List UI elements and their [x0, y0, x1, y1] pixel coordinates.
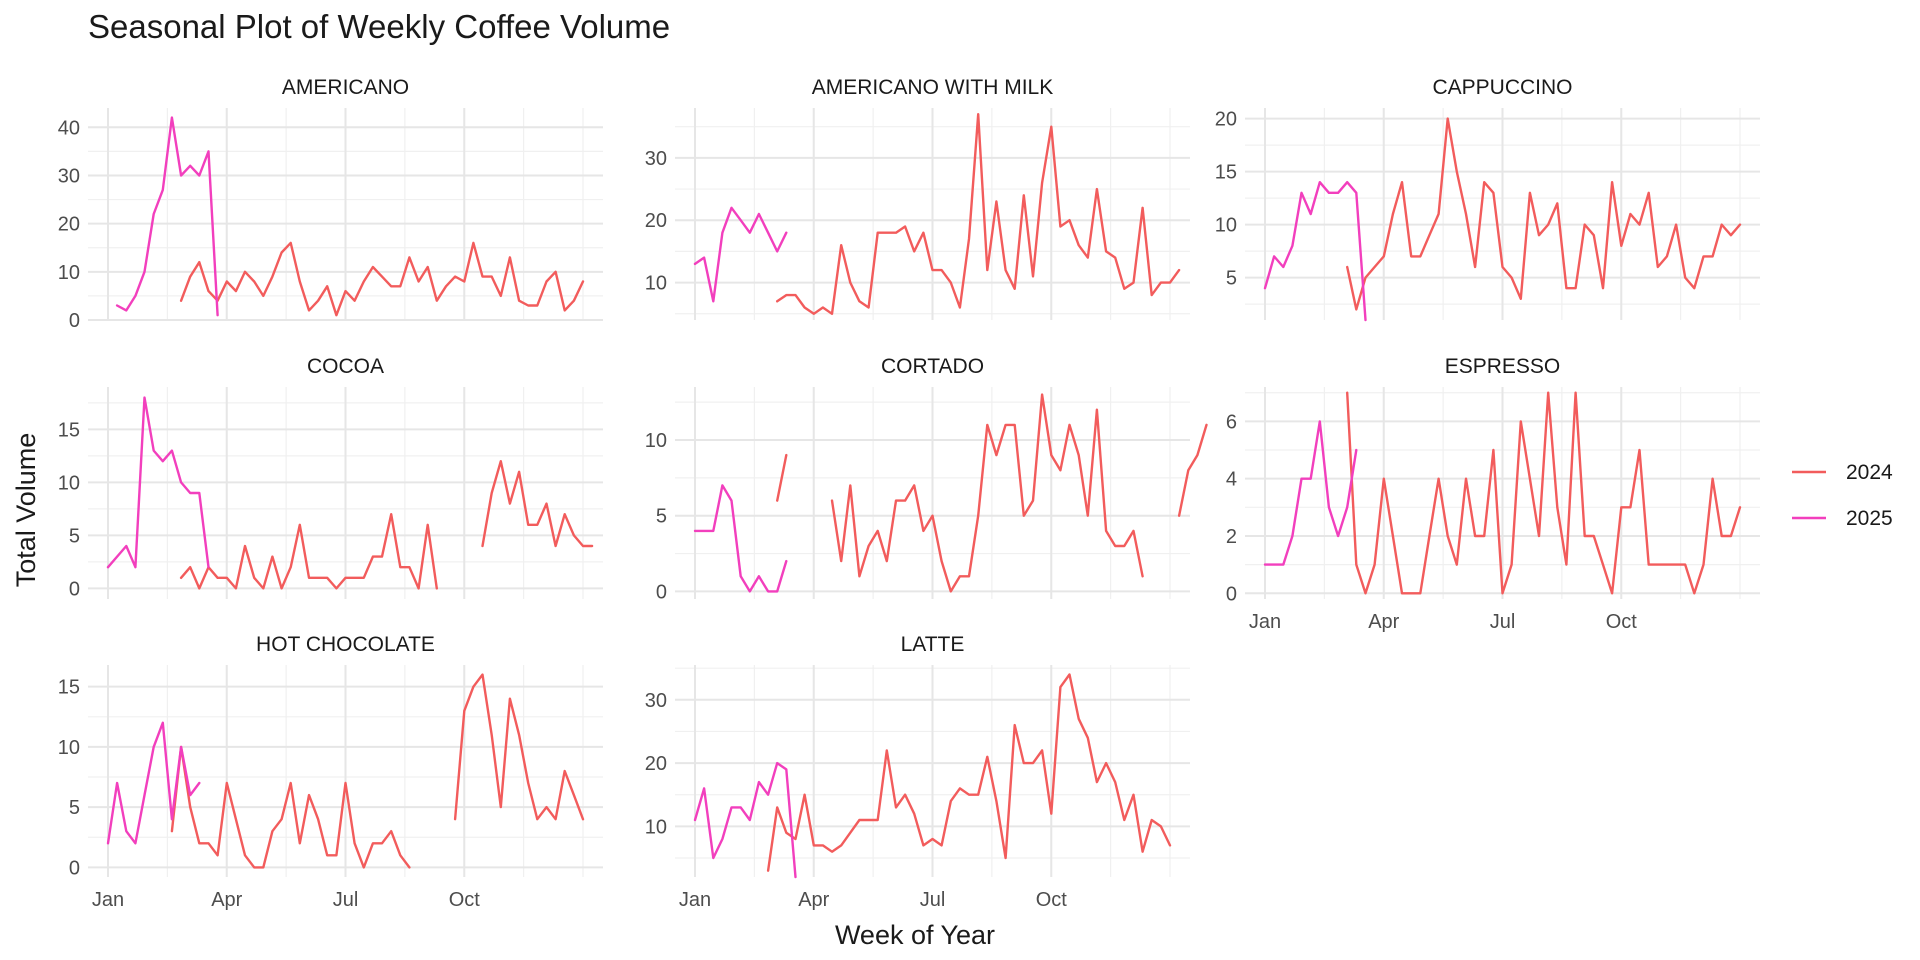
- legend-item-2024: 2024: [1792, 461, 1893, 484]
- x-tick-label: Jan: [679, 889, 711, 911]
- legend-label: 2025: [1846, 507, 1893, 530]
- panel-espresso: ESPRESSO 0 2 4 6 Jan Apr Jul Oct: [1226, 355, 1760, 633]
- y-tick-label: 30: [645, 690, 667, 712]
- series-line-2024: [179, 460, 594, 590]
- y-tick-label: 10: [645, 816, 667, 838]
- y-axis-title: Total Volume: [11, 433, 41, 588]
- facet-label: CORTADO: [881, 355, 984, 378]
- y-tick-label: 5: [69, 797, 80, 819]
- series-line-2025: [106, 396, 210, 569]
- y-tick-label: 10: [1215, 215, 1237, 237]
- y-tick-label: 5: [1226, 268, 1237, 290]
- y-tick-label: 20: [645, 753, 667, 775]
- y-tick-label: 0: [69, 578, 80, 600]
- y-tick-label: 15: [58, 419, 80, 441]
- chart-title: Seasonal Plot of Weekly Coffee Volume: [88, 8, 670, 45]
- y-tick-label: 6: [1226, 411, 1237, 433]
- panel-americano-with-milk: AMERICANO WITH MILK 10 20 30: [645, 76, 1190, 320]
- facet-label: CAPPUCCINO: [1432, 76, 1572, 99]
- series-line-2025: [693, 484, 788, 593]
- y-tick-label: 15: [1215, 162, 1237, 184]
- x-tick-label: Apr: [1368, 611, 1399, 633]
- y-tick-label: 5: [69, 525, 80, 547]
- series-line-2025: [693, 206, 788, 303]
- y-tick-label: 10: [58, 737, 80, 759]
- series-line-2024: [179, 241, 585, 317]
- y-tick-label: 10: [58, 472, 80, 494]
- y-tick-label: 10: [645, 273, 667, 295]
- facet-label: HOT CHOCOLATE: [256, 633, 435, 656]
- series-line-2024: [776, 113, 1181, 315]
- y-tick-label: 30: [58, 165, 80, 187]
- y-tick-label: 0: [69, 310, 80, 332]
- y-tick-label: 20: [1215, 109, 1237, 131]
- x-tick-label: Oct: [1606, 611, 1638, 633]
- series-line-2025: [106, 721, 201, 845]
- panel-cocoa: COCOA 0 5 10 15: [58, 355, 603, 600]
- facet-label: AMERICANO WITH MILK: [812, 76, 1054, 99]
- x-tick-label: Apr: [211, 889, 242, 911]
- x-tick-label: Jul: [1490, 611, 1516, 633]
- series-line-2024: [1346, 391, 1742, 595]
- y-tick-label: 20: [58, 214, 80, 236]
- series-line-2025: [1263, 181, 1367, 322]
- x-tick-label: Oct: [449, 889, 481, 911]
- y-tick-label: 20: [645, 210, 667, 232]
- panel-americano: AMERICANO 0 10 20 30 40: [58, 76, 603, 332]
- x-axis-title: Week of Year: [835, 920, 995, 950]
- legend-item-2025: 2025: [1792, 507, 1893, 530]
- y-tick-label: 2: [1226, 526, 1237, 548]
- series-line-2025: [1263, 420, 1358, 566]
- series-line-2024: [766, 673, 1172, 872]
- panel-hot-chocolate: HOT CHOCOLATE 0 5 10 15 Jan Apr Jul Oct: [58, 633, 603, 911]
- y-tick-label: 30: [645, 148, 667, 170]
- series-line-2025: [693, 761, 797, 879]
- facet-label: LATTE: [901, 633, 965, 656]
- y-tick-label: 10: [58, 262, 80, 284]
- x-tick-label: Oct: [1036, 889, 1068, 911]
- series-line-2024: [1346, 117, 1742, 311]
- y-tick-label: 15: [58, 677, 80, 699]
- x-tick-label: Jul: [920, 889, 946, 911]
- series-line-2024: [170, 673, 585, 869]
- y-tick-label: 5: [656, 506, 667, 528]
- y-tick-label: 10: [645, 430, 667, 452]
- y-tick-label: 0: [1226, 583, 1237, 605]
- panel-cortado: CORTADO 0 5 10: [645, 355, 1208, 603]
- facet-label: AMERICANO: [282, 76, 409, 99]
- panel-latte: LATTE 10 20 30 Jan Apr Jul Oct: [645, 633, 1190, 911]
- x-tick-label: Jan: [92, 889, 124, 911]
- series-line-2024: [776, 393, 1208, 593]
- facet-label: ESPRESSO: [1445, 355, 1561, 378]
- series-line-2025: [115, 116, 219, 317]
- x-tick-label: Jan: [1249, 611, 1281, 633]
- x-tick-label: Jul: [333, 889, 359, 911]
- y-tick-label: 40: [58, 117, 80, 139]
- y-tick-label: 0: [69, 857, 80, 879]
- panel-cappuccino: CAPPUCCINO 5 10 15 20: [1215, 76, 1760, 322]
- facet-label: COCOA: [307, 355, 384, 378]
- y-tick-label: 0: [656, 581, 667, 603]
- legend-label: 2024: [1846, 461, 1893, 484]
- x-tick-label: Apr: [798, 889, 829, 911]
- y-tick-label: 4: [1226, 469, 1237, 491]
- legend: 2024 2025: [1792, 461, 1893, 530]
